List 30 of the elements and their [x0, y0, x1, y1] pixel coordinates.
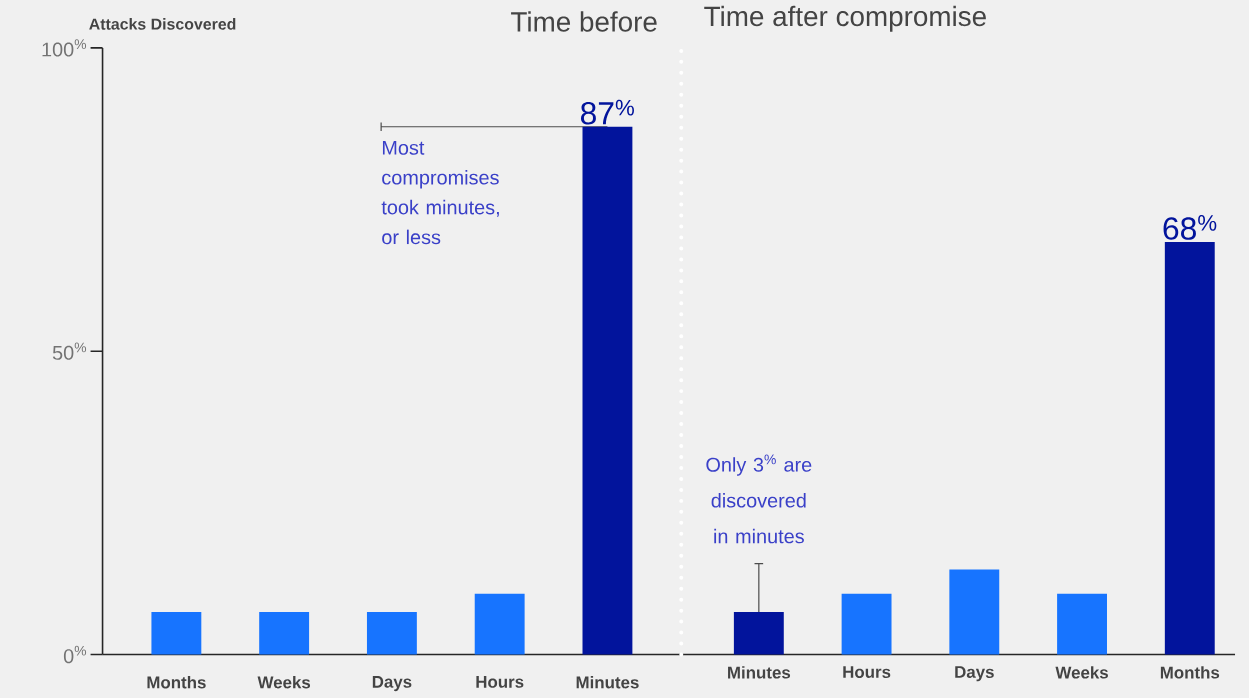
bar: [582, 126, 633, 655]
x-tick-label: Days: [955, 665, 994, 682]
annotation: Only 3$^{%}$ are discovered in minutes: [706, 454, 812, 544]
bar: [841, 593, 892, 655]
chart-title: Time before: [511, 11, 657, 32]
bar: [259, 611, 310, 655]
x-tick-label: Minutes: [728, 665, 791, 679]
data-label: 68$^{%}$: [1163, 214, 1217, 240]
bar: [366, 611, 417, 655]
x-tick-label: Hours: [843, 665, 891, 678]
data-label: 87$^{%}$: [580, 99, 634, 125]
chart-title: Time after compromise: [704, 5, 986, 32]
x-tick-label: Months: [1160, 665, 1220, 679]
x-tick-label: Minutes: [576, 675, 639, 689]
bar: [733, 611, 784, 655]
x-tick-label: Hours: [476, 675, 524, 688]
y-tick-label: 100$^{%}$: [42, 38, 87, 57]
bar: [474, 593, 525, 655]
x-tick-label: Weeks: [257, 675, 311, 689]
annotation: Most compromises took minutes, or less: [381, 140, 499, 245]
y-tick-label: 0$^{%}$: [63, 645, 87, 663]
bar: [1164, 241, 1215, 655]
x-tick-label: Months: [147, 675, 206, 689]
bar: [949, 569, 1000, 655]
y-axis-title: Attacks Discovered: [89, 17, 236, 30]
y-tick-label: 50$^{%}$: [52, 342, 87, 360]
x-tick-label: Weeks: [1055, 665, 1108, 679]
x-tick-label: Days: [372, 675, 412, 691]
bar: [1057, 593, 1107, 655]
bar: [151, 611, 202, 655]
